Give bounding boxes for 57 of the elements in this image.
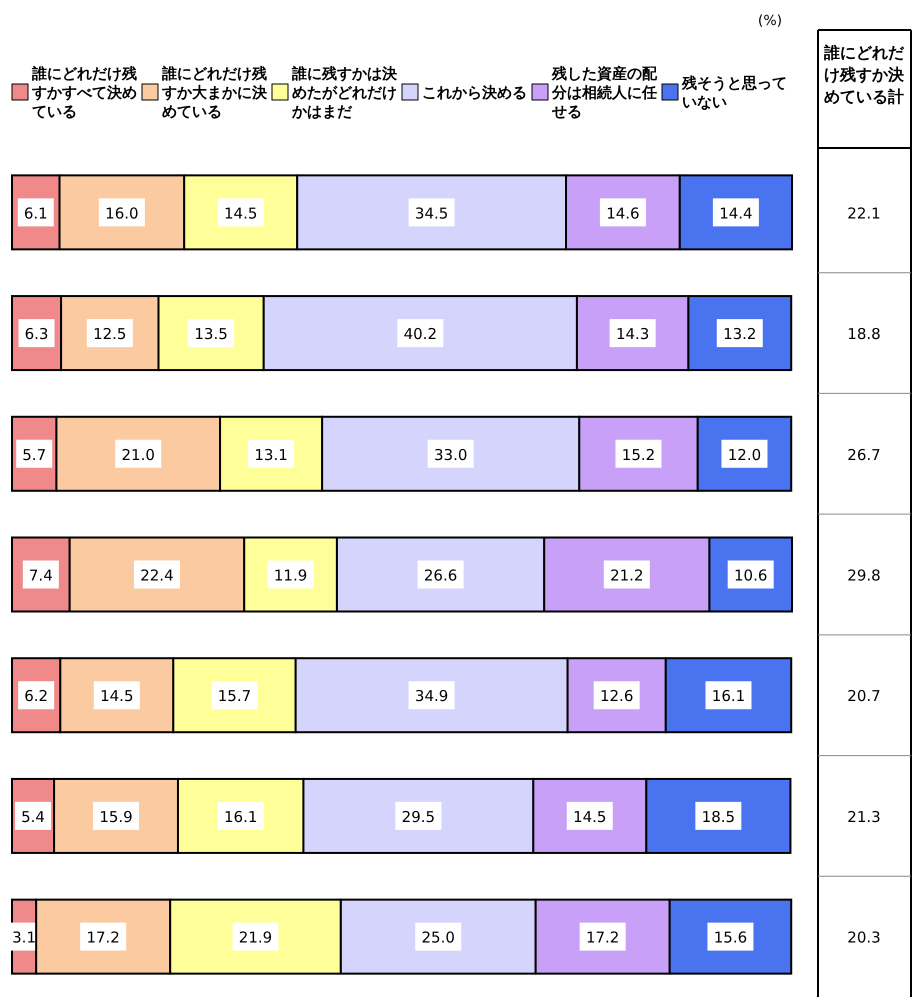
data-label: 21.9 — [238, 928, 272, 947]
data-label: 14.6 — [606, 204, 640, 222]
data-label: 7.4 — [28, 566, 53, 584]
data-label: 13.2 — [723, 325, 756, 344]
data-label: 21.2 — [610, 566, 644, 584]
text: 22.1 — [847, 204, 881, 222]
data-label: 14.5 — [573, 808, 606, 826]
data-label: 14.5 — [224, 204, 258, 222]
data-label: 15.7 — [218, 687, 252, 706]
data-label: 18.5 — [702, 808, 736, 826]
legend-label: 残そうと思っていない — [681, 74, 787, 111]
data-label: 10.6 — [734, 566, 768, 584]
data-label: 5.7 — [22, 446, 46, 464]
data-label: 22.4 — [140, 566, 174, 584]
data-label: 3.1 — [12, 928, 36, 947]
legend-label: これから決める — [422, 84, 527, 102]
data-label: 14.3 — [616, 325, 650, 344]
data-label: 13.5 — [194, 325, 228, 344]
data-label: 33.0 — [434, 446, 468, 464]
text: 21.3 — [847, 808, 881, 826]
data-label: 13.1 — [254, 446, 288, 464]
legend-label: 誰にどれだけ残すか大まかに決めている — [161, 64, 268, 120]
data-label: 5.4 — [21, 808, 45, 826]
data-label: 12.0 — [728, 446, 762, 464]
data-label: 14.5 — [100, 687, 134, 706]
data-label: 25.0 — [422, 928, 455, 947]
data-label: 16.1 — [712, 687, 746, 706]
text: 20.3 — [847, 928, 881, 947]
data-label: 40.2 — [404, 325, 438, 344]
data-label: 15.2 — [622, 446, 656, 464]
text: 18.8 — [847, 325, 881, 344]
data-label: 26.6 — [424, 566, 458, 584]
legend-label: 残した資産の配分は相続人に任せる — [551, 64, 658, 120]
data-label: 15.6 — [714, 928, 748, 947]
data-label: 29.5 — [402, 808, 436, 826]
data-label: 15.9 — [99, 808, 133, 826]
data-label: 16.1 — [224, 808, 258, 826]
data-label: 12.5 — [93, 325, 126, 344]
text: 誰にどれだけ残すか決めている計 — [823, 43, 905, 106]
legend-label: 誰に残すかは決めたがどれだけかはまだ — [291, 64, 398, 120]
data-label: 6.1 — [24, 204, 48, 222]
text: 26.7 — [847, 446, 881, 464]
data-label: 11.9 — [274, 566, 308, 584]
text: 29.8 — [847, 566, 881, 584]
data-label: 6.3 — [24, 325, 48, 344]
data-label: 17.2 — [586, 928, 620, 947]
data-label: 17.2 — [86, 928, 120, 947]
text: 20.7 — [847, 687, 881, 706]
legend-label: 誰にどれだけ残すかすべて決めている — [31, 64, 137, 120]
data-label: 21.0 — [122, 446, 155, 464]
data-label: 6.2 — [24, 687, 48, 706]
text: (%) — [758, 13, 782, 29]
data-label: 14.4 — [719, 204, 753, 222]
data-label: 34.5 — [414, 204, 448, 222]
data-label: 16.0 — [105, 204, 139, 222]
data-label: 12.6 — [600, 687, 634, 706]
data-label: 34.9 — [414, 687, 448, 706]
